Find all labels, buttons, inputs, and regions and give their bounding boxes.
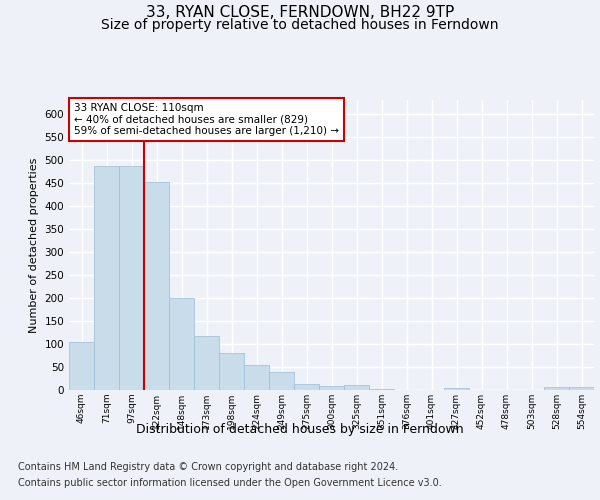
Bar	[444, 388, 469, 390]
Text: 33 RYAN CLOSE: 110sqm
← 40% of detached houses are smaller (829)
59% of semi-det: 33 RYAN CLOSE: 110sqm ← 40% of detached …	[74, 103, 339, 136]
Bar	[269, 372, 294, 390]
Text: 33, RYAN CLOSE, FERNDOWN, BH22 9TP: 33, RYAN CLOSE, FERNDOWN, BH22 9TP	[146, 5, 454, 20]
Bar	[194, 336, 219, 390]
Bar	[369, 388, 394, 390]
Text: Size of property relative to detached houses in Ferndown: Size of property relative to detached ho…	[101, 18, 499, 32]
Bar	[244, 364, 269, 390]
Bar	[294, 384, 319, 390]
Text: Distribution of detached houses by size in Ferndown: Distribution of detached houses by size …	[136, 422, 464, 436]
Bar	[344, 386, 369, 390]
Bar	[119, 166, 144, 390]
Bar	[69, 342, 94, 390]
Bar	[144, 182, 169, 390]
Y-axis label: Number of detached properties: Number of detached properties	[29, 158, 39, 332]
Bar	[94, 166, 119, 390]
Bar	[544, 387, 569, 390]
Bar	[319, 386, 344, 390]
Bar	[219, 352, 244, 390]
Text: Contains HM Land Registry data © Crown copyright and database right 2024.: Contains HM Land Registry data © Crown c…	[18, 462, 398, 472]
Bar	[569, 387, 594, 390]
Text: Contains public sector information licensed under the Open Government Licence v3: Contains public sector information licen…	[18, 478, 442, 488]
Bar	[169, 298, 194, 390]
